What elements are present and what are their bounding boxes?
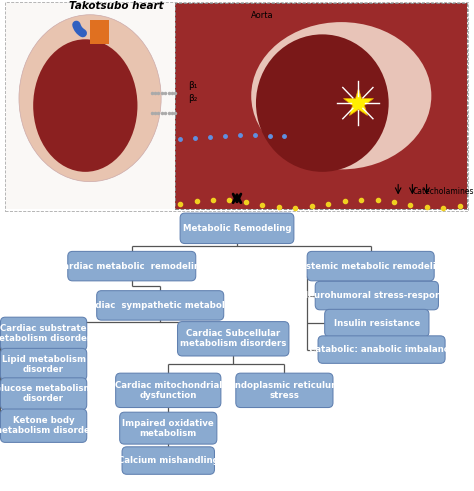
Text: Impaired oxidative
metabolism: Impaired oxidative metabolism <box>122 419 214 437</box>
Text: Cardiac metabolic  remodeling: Cardiac metabolic remodeling <box>57 262 206 271</box>
FancyBboxPatch shape <box>236 373 333 408</box>
Ellipse shape <box>256 34 389 172</box>
Text: β₂: β₂ <box>188 94 198 103</box>
Text: Glucose metabolism
disorder: Glucose metabolism disorder <box>0 384 93 403</box>
Bar <box>6 3 176 209</box>
FancyBboxPatch shape <box>116 373 221 408</box>
Text: Ketone body
metabolism disorder: Ketone body metabolism disorder <box>0 416 94 435</box>
Text: Neurohumoral stress-response: Neurohumoral stress-response <box>301 291 452 300</box>
FancyBboxPatch shape <box>68 251 196 281</box>
FancyBboxPatch shape <box>325 309 429 337</box>
Text: Cardiac mitochondrial
dysfunction: Cardiac mitochondrial dysfunction <box>115 381 222 400</box>
Ellipse shape <box>19 15 161 182</box>
Text: Metabolic Remodeling: Metabolic Remodeling <box>183 224 291 233</box>
Text: Insulin resistance: Insulin resistance <box>334 319 420 327</box>
FancyBboxPatch shape <box>97 291 224 320</box>
Text: Catabolic: anabolic imbalance: Catabolic: anabolic imbalance <box>309 345 455 354</box>
FancyBboxPatch shape <box>0 349 87 380</box>
Bar <box>5 2 468 211</box>
FancyBboxPatch shape <box>0 378 87 409</box>
Text: Calcium mishandling: Calcium mishandling <box>118 456 219 465</box>
Text: Cardiac  sympathetic metabolism: Cardiac sympathetic metabolism <box>79 301 242 310</box>
FancyBboxPatch shape <box>177 322 289 356</box>
Bar <box>175 3 467 209</box>
Text: Aorta: Aorta <box>251 11 274 20</box>
FancyBboxPatch shape <box>307 251 434 281</box>
Ellipse shape <box>251 22 431 169</box>
Text: Endoplasmic reticulum
stress: Endoplasmic reticulum stress <box>229 381 340 400</box>
Text: Systemic metabolic remodeling: Systemic metabolic remodeling <box>294 262 447 271</box>
Bar <box>90 20 109 44</box>
FancyArrowPatch shape <box>76 25 83 33</box>
FancyBboxPatch shape <box>315 281 438 310</box>
FancyBboxPatch shape <box>122 447 214 474</box>
Text: β₁: β₁ <box>188 82 198 90</box>
FancyBboxPatch shape <box>119 412 217 444</box>
FancyBboxPatch shape <box>0 317 87 351</box>
Text: Catecholamines: Catecholamines <box>412 187 474 195</box>
FancyBboxPatch shape <box>180 213 294 244</box>
Bar <box>175 3 467 209</box>
FancyBboxPatch shape <box>318 336 445 363</box>
FancyBboxPatch shape <box>0 409 87 442</box>
Text: Cardiac substrate
metabolism disorders: Cardiac substrate metabolism disorders <box>0 325 97 343</box>
Ellipse shape <box>33 39 137 172</box>
Text: Cardiac Subcellular
metabolism disorders: Cardiac Subcellular metabolism disorders <box>180 329 286 348</box>
Text: Lipid metabolism
disorder: Lipid metabolism disorder <box>1 355 86 374</box>
Text: Takotsubo heart: Takotsubo heart <box>69 1 164 11</box>
